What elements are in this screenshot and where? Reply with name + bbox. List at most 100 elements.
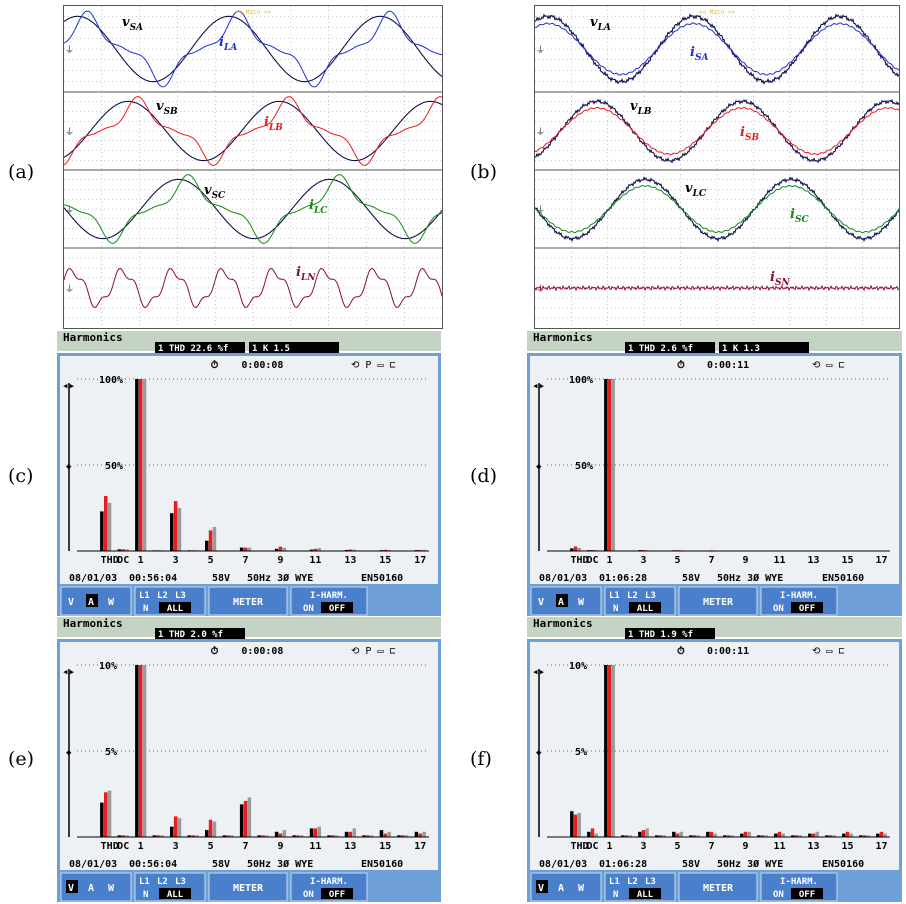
bar-L1-5 (672, 831, 676, 837)
phase-l2-label: L2 (157, 591, 168, 601)
standard-label: EN50160 (822, 573, 864, 584)
cursor-marker-icon: ◆ (536, 748, 542, 758)
bar-L1-17 (414, 831, 419, 837)
softkey-1 (530, 872, 602, 902)
panel-label-d: (d) (470, 465, 497, 487)
phase-l1-label: L1 (609, 591, 620, 601)
meter-softkey-label: METER (233, 883, 264, 894)
bar-L3-13 (815, 831, 819, 837)
bar-L1-1 (604, 665, 608, 837)
standard-label: EN50160 (361, 859, 403, 870)
scope-grid (64, 6, 442, 92)
iharm-on-label: ON (303, 604, 314, 614)
clock-icon: ⏱ (677, 359, 685, 371)
ground-marker: ⏚ (65, 205, 74, 216)
bar-L3-8 (730, 835, 734, 837)
panel-label-f: (f) (470, 748, 492, 770)
bar-L2-14 (828, 835, 833, 837)
x-tick-label: 17 (875, 841, 887, 852)
bar-L1-15 (379, 830, 384, 837)
iharm-off-label: OFF (329, 890, 345, 900)
ground-marker: ⏚ (536, 45, 545, 56)
phase-all-label: ALL (637, 604, 654, 614)
bar-L3-5 (212, 526, 217, 551)
bar-L3-7 (247, 547, 252, 551)
bar-L2-12 (331, 835, 335, 837)
scope-panel-b: ⏚ ⏚ ⏚ ⏚ vLA iSA vLB iSB vLC iSC iSN << Main >> (534, 5, 900, 329)
k-factor-readout: 1 K 1.5 (252, 344, 290, 354)
x-tick-label: DC (117, 841, 129, 852)
bar-L3-1 (611, 665, 615, 837)
iharm-label: I-HARM. (780, 591, 818, 601)
meter-softkey-label: METER (703, 597, 734, 608)
tab-A: A (88, 883, 94, 894)
bar-L2-3 (641, 830, 646, 837)
x-tick-label: 9 (277, 841, 283, 852)
bar-L1-8 (723, 835, 727, 837)
bar-L1-16 (397, 835, 401, 837)
x-tick-label: 11 (773, 841, 785, 852)
frequency-config: 50Hz 3Ø WYE (717, 572, 783, 584)
phase-n-label: N (613, 604, 618, 614)
phase-n-label: N (143, 604, 148, 614)
bar-L1-1 (604, 379, 608, 551)
bar-L1-11 (309, 549, 314, 551)
frequency-config: 50Hz 3Ø WYE (717, 858, 783, 870)
bar-L1-12 (327, 835, 331, 837)
voltage-setting: 58V (212, 573, 230, 584)
bar-L3-5 (212, 821, 217, 837)
x-tick-label: 13 (807, 841, 819, 852)
elapsed-time: 0:00:08 (241, 646, 283, 657)
bar-L2-THD (104, 496, 108, 551)
bar-L1-10 (757, 835, 761, 837)
current-label-subscript: SC (795, 215, 809, 225)
bar-L2-15 (383, 833, 388, 837)
bar-L2-1 (607, 379, 612, 551)
thd-readout-bg (155, 628, 245, 639)
tab-W: W (578, 597, 585, 608)
bar-L3-7 (713, 833, 717, 837)
bar-L3-12 (798, 835, 802, 837)
bar-L3-4 (662, 835, 666, 837)
x-tick-label: 9 (277, 555, 283, 566)
bar-L2-12 (794, 835, 799, 837)
current-trace (535, 184, 899, 234)
phase-l3-label: L3 (645, 877, 656, 887)
bar-L3-17 (883, 833, 887, 837)
phase-l2-label: L2 (627, 877, 638, 887)
bar-L1-THD (570, 548, 574, 551)
bar-L3-9 (282, 830, 287, 837)
current-trace (535, 22, 899, 76)
bar-L1-15 (842, 833, 846, 837)
meter-screen (530, 356, 899, 584)
bar-L3-DC (125, 549, 129, 551)
iharm-on-label: ON (303, 890, 314, 900)
x-tick-label: 5 (674, 841, 680, 852)
meter-header-bg (57, 331, 441, 351)
bar-L2-13 (811, 833, 816, 837)
x-tick-label: 11 (309, 555, 321, 566)
bar-L2-9 (743, 831, 748, 837)
meter-title: Harmonics (533, 617, 593, 630)
x-tick-label: 15 (841, 555, 853, 566)
current-label-subscript: SN (775, 278, 790, 288)
x-tick-label: 17 (414, 841, 426, 852)
x-tick-label: DC (586, 555, 598, 566)
bar-L2-9 (278, 546, 283, 551)
iharm-label: I-HARM. (780, 877, 818, 887)
cursor-arrows-icon: ◂▸ (532, 379, 545, 392)
phase-l2-label: L2 (157, 877, 168, 887)
iharm-label: I-HARM. (310, 877, 348, 887)
bar-L2-THD (573, 814, 578, 837)
bar-L2-10 (760, 835, 765, 837)
x-tick-label: 7 (242, 841, 248, 852)
current-label-subscript: SB (745, 133, 759, 143)
meter-header-bg (527, 617, 902, 637)
bar-L3-3 (645, 828, 649, 837)
voltage-label: vSB (156, 99, 178, 117)
voltage-trace (535, 98, 899, 164)
bar-L2-11 (777, 831, 782, 837)
tab-W: W (578, 883, 585, 894)
elapsed-time: 0:00:11 (707, 360, 749, 371)
bar-L1-17 (876, 833, 880, 837)
